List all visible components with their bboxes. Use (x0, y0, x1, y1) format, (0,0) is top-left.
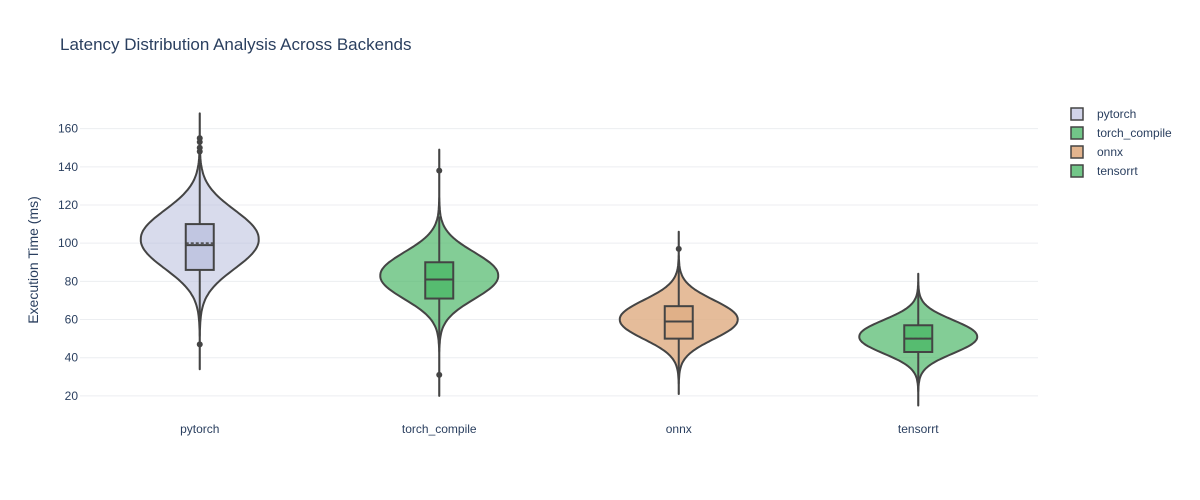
y-tick-label: 40 (65, 351, 79, 365)
legend-item-tensorrt[interactable]: tensorrt (1070, 164, 1138, 178)
violins (139, 112, 979, 407)
x-tick-label: torch_compile (402, 422, 477, 436)
legend-label: pytorch (1097, 107, 1136, 121)
legend-label: torch_compile (1097, 126, 1172, 140)
violin-tensorrt (858, 272, 979, 407)
grid (80, 128, 1038, 397)
x-tick-label: onnx (666, 422, 692, 436)
violin-pytorch (139, 112, 260, 371)
x-tick-label: tensorrt (898, 422, 939, 436)
outlier-point (196, 135, 203, 142)
legend-label: tensorrt (1097, 164, 1138, 178)
chart-title: Latency Distribution Analysis Across Bac… (60, 35, 412, 54)
y-tick-label: 120 (58, 198, 78, 212)
violin-onnx (618, 230, 739, 395)
y-tick-labels: 20 40 60 80 100 120 140 160 (58, 122, 78, 403)
violin-torch_compile (379, 148, 500, 397)
y-tick-label: 20 (65, 389, 79, 403)
outlier-point (196, 144, 203, 151)
outlier-point (436, 371, 443, 378)
x-tick-labels: pytorch torch_compile onnx tensorrt (180, 422, 939, 436)
box (184, 223, 215, 271)
y-tick-label: 160 (58, 122, 78, 136)
outlier-point (436, 167, 443, 174)
legend-item-onnx[interactable]: onnx (1070, 145, 1123, 159)
legend-label: onnx (1097, 145, 1123, 159)
y-tick-label: 80 (65, 274, 79, 288)
outlier-point (196, 341, 203, 348)
outlier-point (675, 245, 682, 252)
y-tick-label: 140 (58, 160, 78, 174)
legend-swatch (1070, 145, 1084, 159)
legend-swatch (1070, 126, 1084, 140)
y-tick-label: 100 (58, 236, 78, 250)
legend-swatch (1070, 164, 1084, 178)
x-tick-label: pytorch (180, 422, 219, 436)
y-axis-title: Execution Time (ms) (25, 196, 41, 324)
y-tick-label: 60 (65, 313, 79, 327)
legend-item-torch_compile[interactable]: torch_compile (1070, 126, 1172, 140)
legend-swatch (1070, 107, 1084, 121)
legend-item-pytorch[interactable]: pytorch (1070, 107, 1136, 121)
